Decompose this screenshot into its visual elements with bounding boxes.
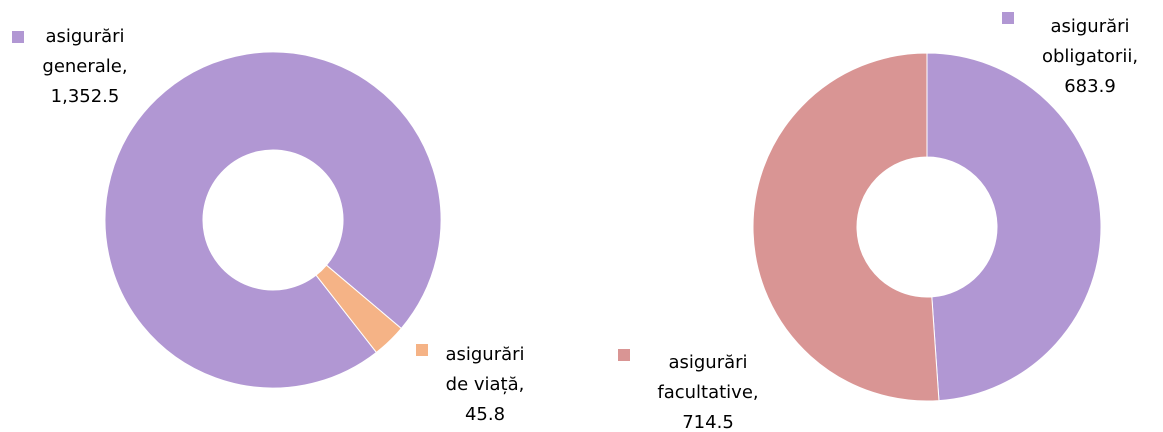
donut-slice [104,51,442,389]
data-label: asigurări de viață, 45.8 [425,340,545,430]
value-label: 714.5 [682,412,734,432]
donut-slice [752,52,940,402]
legend-swatch [12,31,24,43]
legend-swatch [618,349,630,361]
data-label: asigurări obligatorii, 683.9 [1030,12,1150,102]
category-label: asigurări facultative, [657,352,759,403]
donut-slice [315,264,403,354]
legend-swatch [416,344,428,356]
donut-slice [926,52,1102,402]
data-label: asigurări facultative, 714.5 [648,348,768,432]
legend-swatch [1002,12,1014,24]
value-label: 683.9 [1064,76,1116,97]
value-label: 45.8 [464,404,506,425]
category-label: asigurări de viață, [445,344,525,395]
category-label: asigurări obligatorii, [1041,16,1139,67]
data-label: asigurări generale, 1,352.5 [25,22,145,112]
category-label: asigurări generale, [42,26,128,77]
value-label: 1,352.5 [50,86,120,107]
